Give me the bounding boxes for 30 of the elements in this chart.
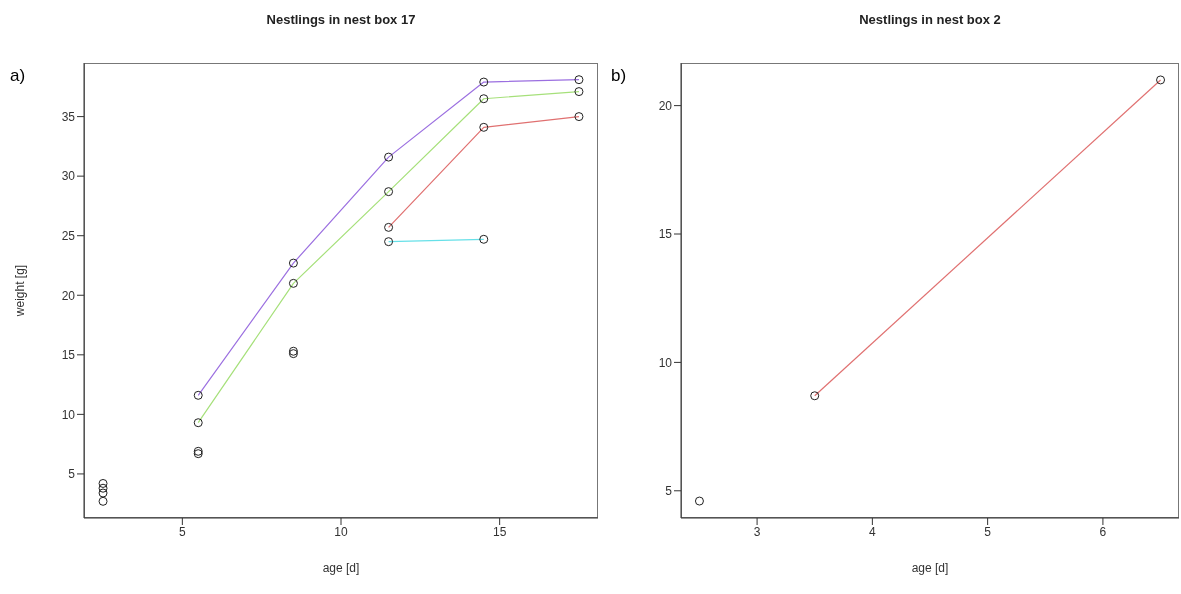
x-tick-label: 15 bbox=[492, 524, 507, 539]
x-tick-label: 5 bbox=[984, 524, 992, 539]
chart-title: Nestlings in nest box 17 bbox=[265, 12, 417, 27]
point bbox=[98, 496, 108, 506]
x-tick-label: 6 bbox=[1099, 524, 1107, 539]
x-tick-label: 3 bbox=[753, 524, 761, 539]
text: a) bbox=[10, 66, 26, 86]
y-tick-label: 10 bbox=[658, 355, 673, 370]
y-tick-label: 10 bbox=[61, 407, 76, 422]
chart-title: Nestlings in nest box 2 bbox=[858, 12, 1002, 27]
point bbox=[98, 488, 108, 498]
y-tick-label: 20 bbox=[61, 288, 76, 303]
x-tick-label: 5 bbox=[179, 524, 187, 539]
point bbox=[694, 496, 704, 506]
y-tick-label: 15 bbox=[61, 348, 76, 363]
y-axis-title: weight [g] bbox=[13, 264, 28, 318]
x-axis-title: age [d] bbox=[322, 561, 360, 575]
x-tick-label: 10 bbox=[334, 524, 348, 539]
y-tick-label: 30 bbox=[61, 169, 76, 184]
x-tick-label: 4 bbox=[869, 524, 877, 539]
y-tick-label: 20 bbox=[658, 98, 673, 113]
point bbox=[98, 478, 108, 488]
y-tick-label: 5 bbox=[68, 467, 76, 482]
point bbox=[98, 483, 108, 493]
x-axis-title: age [d] bbox=[911, 561, 949, 575]
text: b) bbox=[611, 66, 627, 86]
y-tick-label: 25 bbox=[61, 228, 76, 243]
y-tick-label: 5 bbox=[665, 484, 673, 499]
y-tick-label: 35 bbox=[61, 109, 76, 124]
y-tick-label: 15 bbox=[658, 227, 673, 242]
